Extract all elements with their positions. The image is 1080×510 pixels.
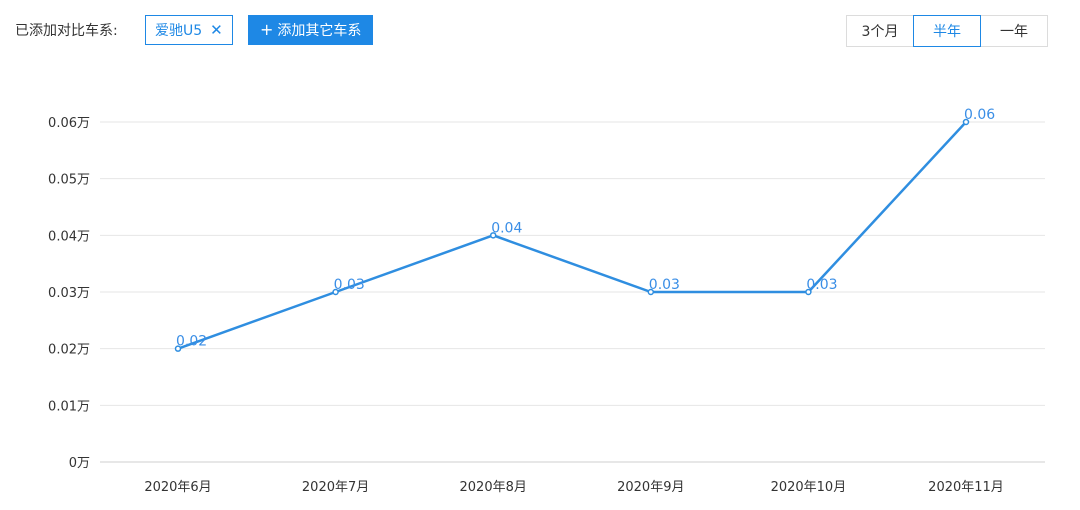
compare-tag[interactable]: 爱驰U5 ✕ [145,15,233,45]
period-one-year[interactable]: 一年 [980,15,1048,47]
data-label: 0.03 [806,277,837,293]
add-series-button[interactable]: + 添加其它车系 [248,15,374,45]
y-tick-label: 0.04万 [48,229,90,244]
close-icon[interactable]: ✕ [210,20,223,39]
data-point [332,288,339,296]
data-label: 0.04 [491,220,522,236]
x-tick-label: 2020年9月 [617,480,684,495]
data-label: 0.03 [334,277,365,293]
toolbar: 已添加对比车系: 爱驰U5 ✕ + 添加其它车系 3个月 半年 一年 [0,0,1080,60]
data-point [174,345,182,352]
period-selector: 3个月 半年 一年 [846,15,1048,47]
data-point [805,288,812,296]
add-series-label: 添加其它车系 [277,23,362,39]
x-tick-label: 2020年8月 [460,480,527,495]
y-tick-label: 0.05万 [48,173,90,188]
series-line [177,121,967,350]
compare-tag-label: 爱驰U5 [155,23,203,39]
data-label: 0.03 [649,277,680,293]
y-tick-label: 0.03万 [48,286,90,301]
y-tick-label: 0.01万 [48,399,90,414]
data-point [647,288,655,296]
y-tick-label: 0.06万 [48,116,90,131]
plus-icon: + [260,20,274,39]
period-half-year[interactable]: 半年 [913,15,981,47]
x-tick-label: 2020年6月 [144,480,211,495]
data-label: 0.06 [964,107,995,123]
data-label: 0.02 [176,334,207,350]
added-label: 已添加对比车系: [15,23,118,39]
y-tick-label: 0万 [69,456,90,471]
x-tick-label: 2020年7月 [302,480,369,495]
data-point [962,118,970,126]
y-tick-label: 0.02万 [48,343,90,358]
x-tick-label: 2020年10月 [771,480,847,495]
period-3-months[interactable]: 3个月 [846,15,914,47]
x-tick-label: 2020年11月 [928,480,1004,495]
data-point [489,232,497,239]
